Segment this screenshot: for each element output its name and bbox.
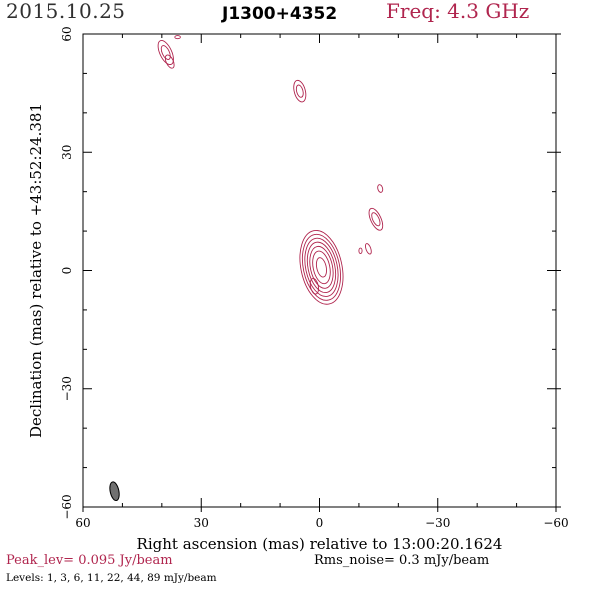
beam-layer [109,481,120,502]
x-tick-label: −30 [425,516,450,530]
contour-levels: Levels: 1, 3, 6, 11, 22, 44, 89 mJy/beam [6,572,217,584]
restoring-beam [109,481,120,502]
rms-noise: Rms_noise= 0.3 mJy/beam [314,553,490,568]
x-tick-label: 30 [194,516,209,530]
contour-core-4 [304,237,339,297]
contour-knot-far-northeast-b-0 [164,54,175,69]
y-tick-label: 60 [60,26,74,41]
x-tick-label: 60 [75,516,90,530]
contour-core-5 [301,233,341,301]
contour-knot-west-4-0 [358,247,363,254]
contour-core-0 [315,257,327,278]
contour-core-6 [299,230,344,305]
contour-core-2 [309,245,334,289]
contour-layer [157,35,384,305]
y-tick-label: −30 [60,376,74,401]
frequency-label: Freq: 4.3 GHz [386,0,530,23]
contour-knot-west-1-0 [371,212,381,227]
contour-knot-northeast-0 [295,84,304,98]
source-name: J1300+4352 [222,4,338,24]
y-axis-label: Declination (mas) relative to +43:52:24.… [27,103,45,438]
x-axis-label: Right ascension (mas) relative to 13:00:… [137,535,503,553]
contour-knot-edge-0 [174,35,181,40]
contour-knot-far-northeast-0 [160,45,171,60]
y-tick-label: −60 [60,494,74,519]
y-tick-label: 30 [60,145,74,160]
contour-knot-west-3-0 [365,243,372,255]
peak-level: Peak_lev= 0.095 Jy/beam [6,553,173,568]
y-tick-label: 0 [60,267,74,275]
observation-date: 2015.10.25 [6,0,126,23]
x-tick-label: −60 [543,516,568,530]
contour-knot-far-northeast-1 [157,40,174,66]
plot-frame [82,33,557,508]
contour-knot-west-1-1 [368,207,384,231]
contour-core-1 [312,250,331,285]
tick-layer [82,33,561,512]
x-tick-label: 0 [316,516,324,530]
contour-knot-west-2-0 [377,184,384,193]
contour-core-3 [306,241,337,294]
contour-core-tail-0 [309,278,320,295]
contour-knot-northeast-1 [293,79,307,103]
tick-label-layer: 60 30 0 −30 −60 −60 −30 0 30 60 [60,26,569,530]
